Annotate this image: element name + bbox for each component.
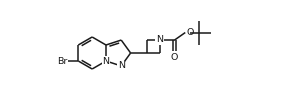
Text: O: O [186,28,194,37]
Text: N: N [102,56,110,66]
Text: N: N [156,35,163,45]
Text: O: O [171,53,178,61]
Text: Br: Br [57,56,67,66]
Text: N: N [118,61,125,70]
